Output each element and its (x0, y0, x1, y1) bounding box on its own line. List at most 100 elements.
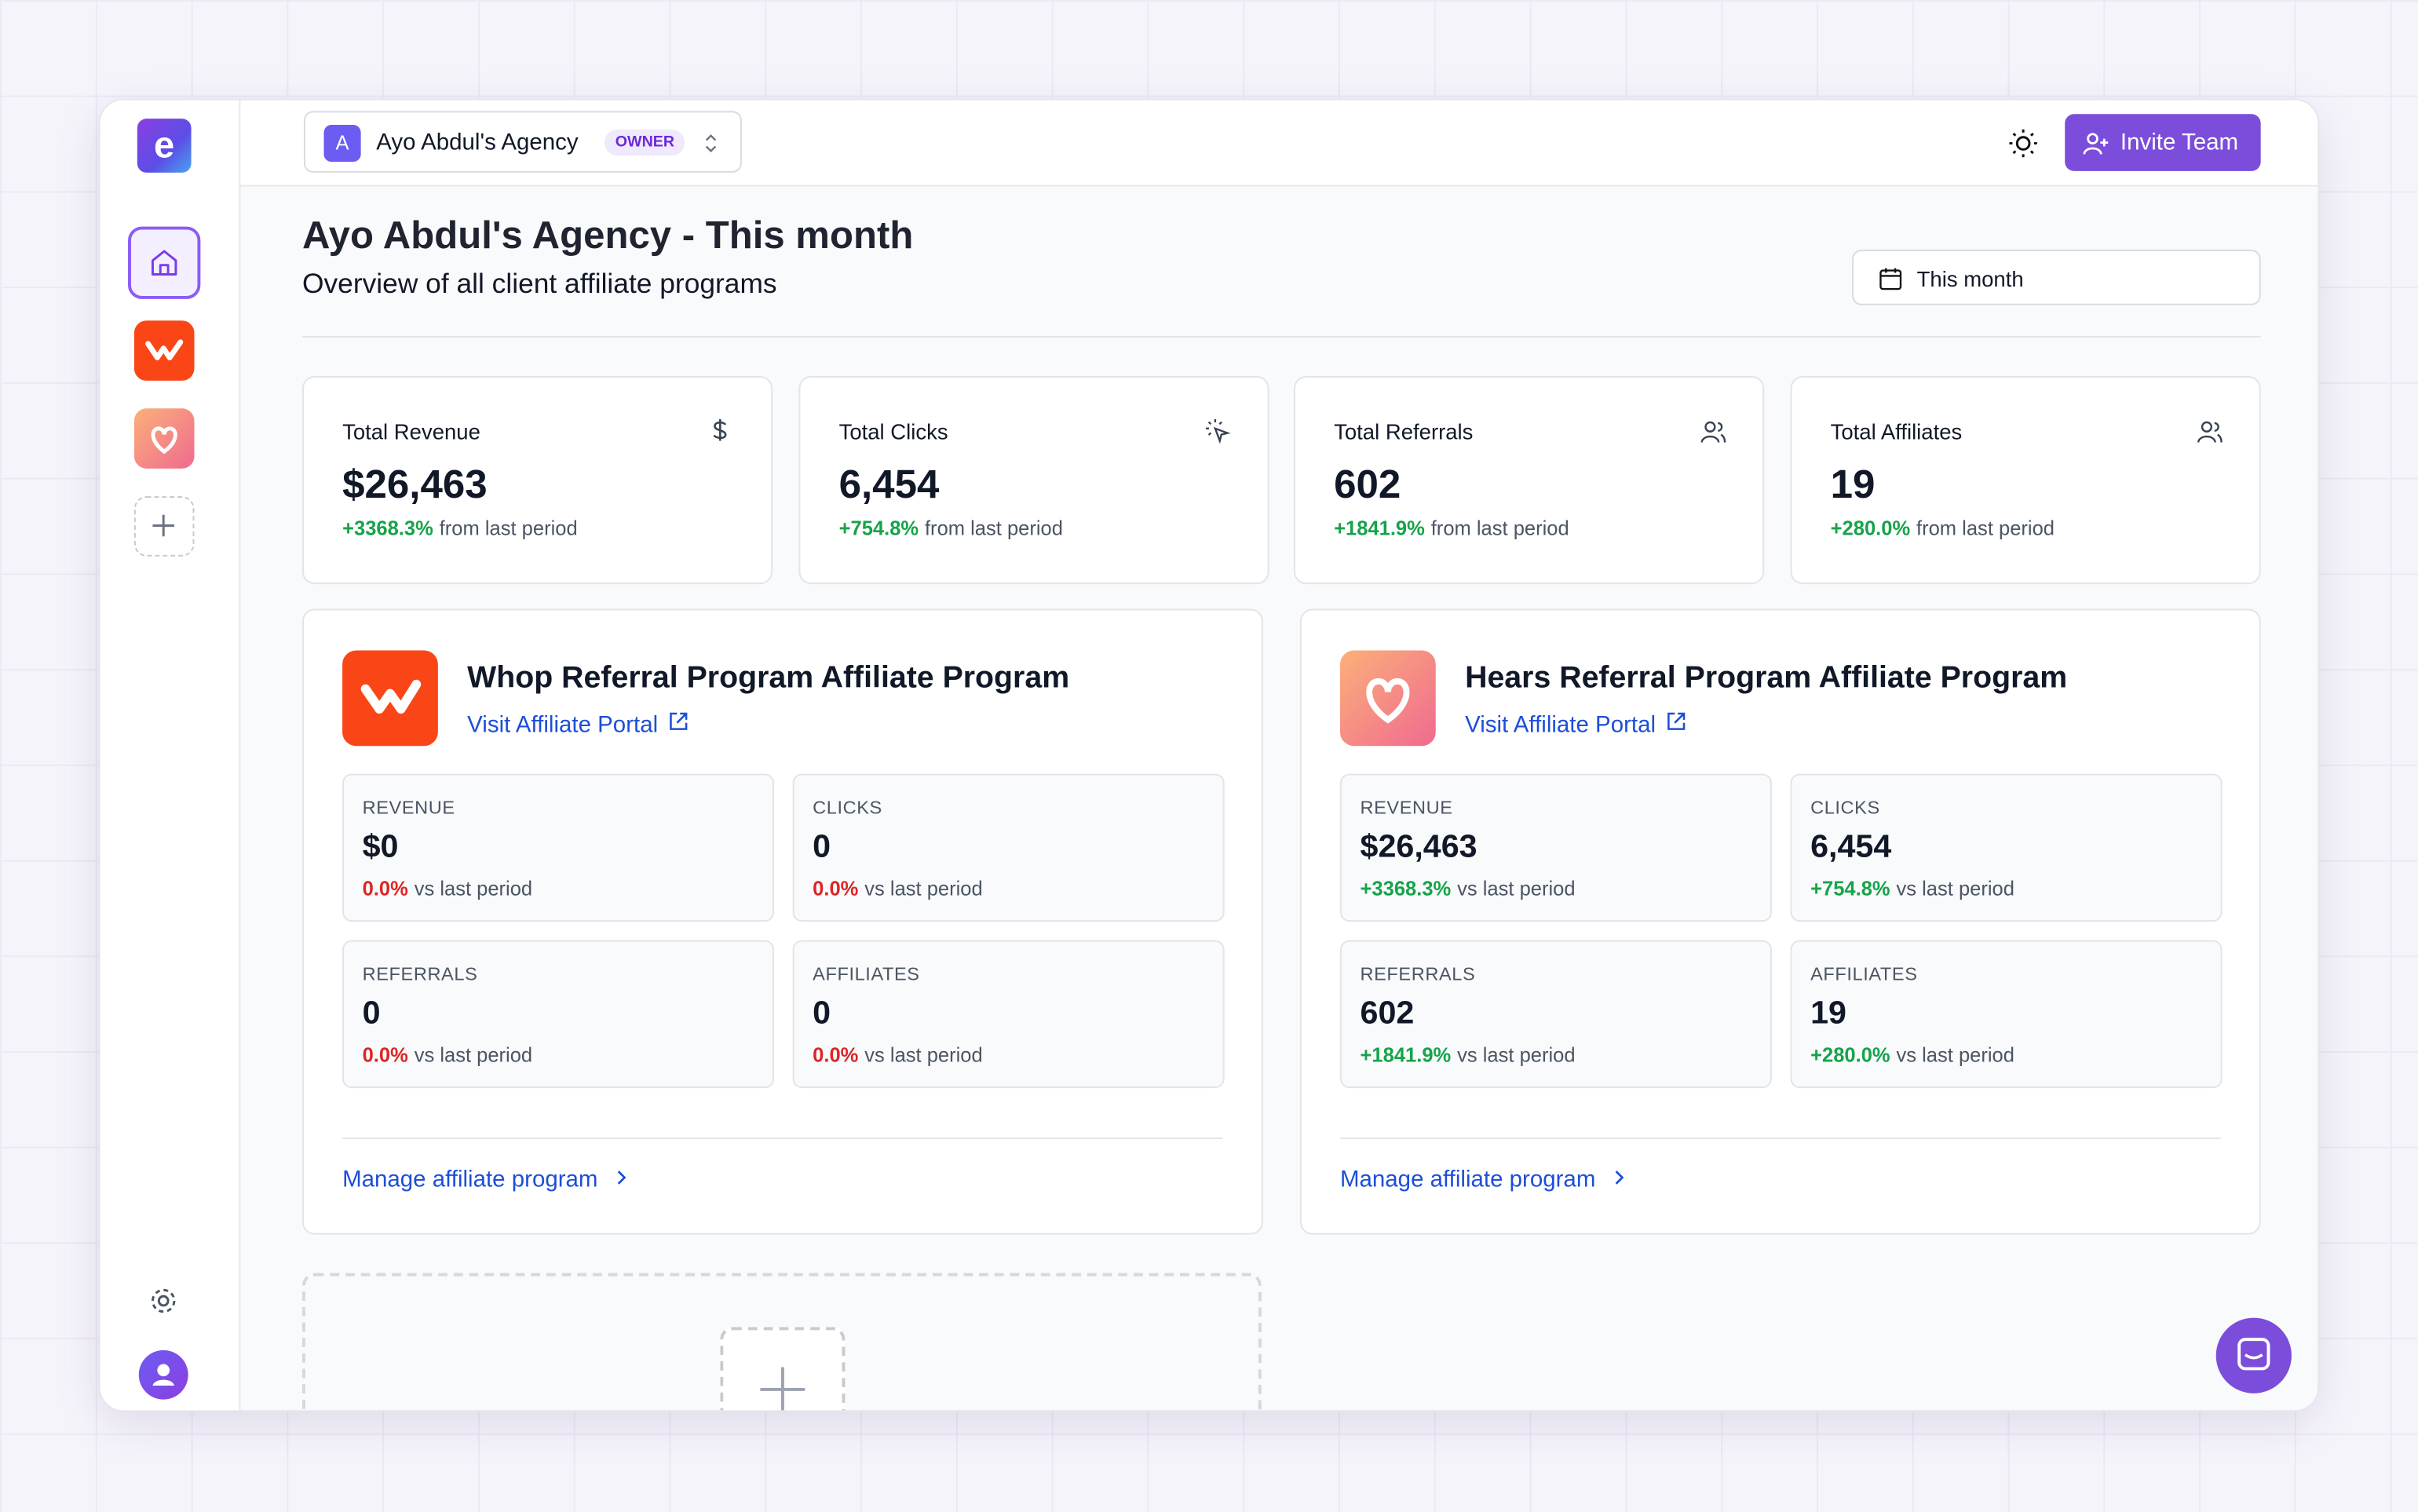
metric-note: vs last period (1457, 877, 1576, 900)
stat-value: 19 (1830, 461, 1876, 507)
metric-label: REVENUE (362, 797, 455, 819)
stat-value: $26,463 (342, 461, 488, 507)
metric-note: vs last period (414, 877, 533, 900)
settings-button[interactable] (147, 1284, 181, 1317)
stat-change: +754.8% (838, 516, 919, 540)
metric-change: +754.8% (1810, 877, 1890, 900)
metric-label: AFFILIATES (813, 963, 920, 985)
metric-change: 0.0% (362, 877, 408, 900)
stat-card: Total Affiliates 19 +280.0% from last perio… (1790, 376, 2261, 585)
whop-program-button[interactable] (133, 320, 195, 381)
workspace-name: Ayo Abdul's Agency (376, 129, 579, 156)
metric-change: +1841.9% (1360, 1043, 1452, 1067)
metric-note: vs last period (1457, 1043, 1576, 1067)
date-filter[interactable]: This month (1852, 250, 2261, 305)
metric-box: CLICKS 6,454 +754.8% vs last period (1790, 773, 2223, 922)
app-logo: e (137, 119, 192, 173)
chevron-right (1614, 1171, 1624, 1185)
user-avatar[interactable] (138, 1349, 188, 1400)
metric-value: 0 (813, 995, 831, 1032)
add-program-button[interactable] (133, 496, 195, 557)
metric-box: REFERRALS 602 +1841.9% vs last period (1339, 940, 1772, 1089)
stat-change: +3368.3% (342, 516, 433, 540)
workspace-selector[interactable]: A Ayo Abdul's Agency OWNER (303, 111, 742, 173)
manage-link: Manage affiliate program (342, 1167, 598, 1193)
portal-link: Visit Affiliate Portal (467, 712, 659, 739)
portal-link: Visit Affiliate Portal (1465, 712, 1656, 739)
metric-note: vs last period (414, 1043, 533, 1067)
stat-card: Total Referrals 602 +1841.9% from last peri… (1294, 376, 1765, 585)
chevrons (705, 134, 717, 153)
stat-icon (2196, 418, 2223, 453)
theme-toggle[interactable] (2007, 126, 2040, 160)
portal-link-row[interactable]: Visit Affiliate Portal (1465, 710, 1686, 738)
stat-change: +280.0% (1830, 516, 1911, 540)
external-icon (669, 712, 687, 730)
top-bar: A Ayo Abdul's Agency OWNER Invite Team (240, 100, 2318, 187)
stat-change-row: +3368.3% from last period (342, 517, 578, 539)
metric-value: 0 (362, 995, 381, 1032)
program-logo (342, 650, 438, 747)
stat-value: 6,454 (838, 461, 940, 507)
metric-change-row: +1841.9% vs last period (1361, 1043, 1576, 1066)
metric-change-row: 0.0% vs last period (813, 877, 983, 900)
metric-label: REFERRALS (1360, 963, 1476, 985)
metric-box: AFFILIATES 0 0.0% vs last period (792, 940, 1225, 1089)
manage-link: Manage affiliate program (1339, 1167, 1596, 1193)
manage-link-row[interactable]: Manage affiliate program (342, 1167, 630, 1193)
add-client-button[interactable] (720, 1327, 846, 1411)
metric-value: $0 (362, 829, 399, 865)
metric-value: 19 (1810, 995, 1846, 1032)
metric-change: +3368.3% (1360, 877, 1452, 900)
stat-change-row: +754.8% from last period (839, 517, 1063, 539)
metric-box: AFFILIATES 19 +280.0% vs last period (1790, 940, 2223, 1089)
hears-program-button[interactable] (133, 408, 195, 469)
stat-note: from last period (924, 516, 1063, 540)
stat-value: 602 (1334, 461, 1401, 507)
page-subtitle: Overview of all client affiliate program… (302, 268, 777, 299)
stat-change-row: +280.0% from last period (1831, 517, 2055, 539)
stat-note: from last period (1430, 516, 1569, 540)
metric-change: 0.0% (362, 1043, 408, 1067)
invite-team-label: Invite Team (2120, 129, 2239, 156)
metric-note: vs last period (1896, 877, 2014, 900)
program-logo (1339, 650, 1436, 747)
stat-icon (1700, 418, 1727, 453)
program-card: Whop Referral Program Affiliate Program V… (302, 608, 1263, 1235)
divider (302, 335, 2261, 338)
metric-label: AFFILIATES (1810, 963, 1918, 985)
metric-change: 0.0% (813, 877, 859, 900)
add-client-card[interactable] (302, 1273, 1262, 1411)
metric-label: REFERRALS (362, 963, 478, 985)
program-name: Whop Referral Program Affiliate Program (467, 661, 1070, 696)
workspace-initial: A (323, 125, 361, 163)
metric-label: REVENUE (1360, 797, 1453, 819)
invite-team-button[interactable]: Invite Team (2065, 114, 2261, 171)
metric-box: REVENUE $26,463 +3368.3% vs last period (1339, 773, 1772, 922)
metric-value: 0 (813, 829, 831, 865)
stat-label: Total Clicks (838, 419, 948, 444)
metric-note: vs last period (864, 1043, 983, 1067)
portal-link-row[interactable]: Visit Affiliate Portal (467, 710, 689, 738)
chat-button[interactable] (2215, 1317, 2292, 1393)
stat-note: from last period (439, 516, 578, 540)
metric-box: REFERRALS 0 0.0% vs last period (342, 940, 775, 1089)
metric-change-row: +3368.3% vs last period (1361, 877, 1576, 900)
page-title: Ayo Abdul's Agency - This month (302, 214, 914, 257)
metric-box: CLICKS 0 0.0% vs last period (792, 773, 1225, 922)
stat-note: from last period (1916, 516, 2055, 540)
metric-change-row: 0.0% vs last period (363, 1043, 533, 1066)
metric-value: $26,463 (1360, 829, 1477, 865)
stat-icon (1204, 418, 1232, 453)
app-window: e A Ayo Abdul's Agency OWNER Invite Team… (98, 98, 2320, 1412)
program-card: Hears Referral Program Affiliate Program… (1299, 608, 2261, 1235)
home-button[interactable] (128, 226, 201, 299)
manage-link-row[interactable]: Manage affiliate program (1339, 1167, 1628, 1193)
stat-label: Total Revenue (342, 419, 480, 444)
sidebar: e (100, 100, 241, 1411)
metric-value: 6,454 (1810, 829, 1892, 865)
stat-icon (708, 418, 732, 450)
stat-card: Total Revenue $26,463 +3368.3% from last pe… (302, 376, 773, 585)
metric-change-row: +754.8% vs last period (1810, 877, 2014, 900)
